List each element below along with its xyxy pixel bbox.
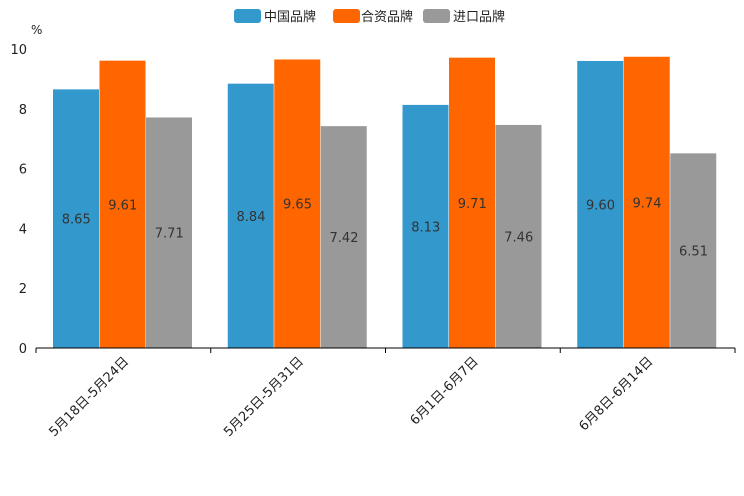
legend-label-3: 进口品牌 (453, 9, 505, 25)
bar-1-4 (577, 60, 624, 349)
legend-swatch-3 (423, 9, 450, 23)
data-label-1-4: 9.60 (586, 198, 615, 213)
x-tick-label-4: 6月8日-6月14日 (577, 354, 657, 434)
y-tick-label: 8 (19, 103, 27, 118)
legend-swatch-1 (234, 9, 261, 23)
y-tick-label: 6 (19, 163, 27, 178)
bar-2-1 (99, 60, 146, 348)
data-label-3-1: 7.71 (155, 227, 184, 242)
legend-swatch-2 (333, 9, 360, 23)
bar-1-2 (227, 83, 274, 349)
data-label-3-2: 7.42 (330, 231, 359, 246)
bar-3-3 (495, 124, 542, 348)
data-label-3-4: 6.51 (679, 245, 708, 260)
data-label-2-2: 9.65 (283, 198, 312, 213)
bar-2-2 (274, 59, 321, 349)
bar-3-2 (320, 126, 367, 348)
data-label-2-1: 9.61 (108, 198, 137, 213)
bar-3-4 (670, 153, 717, 348)
x-tick-label-1: 5月18日-5月24日 (46, 354, 132, 440)
y-tick-label: 2 (19, 282, 27, 297)
bar-2-3 (449, 57, 495, 349)
data-label-2-3: 9.71 (458, 197, 487, 212)
bar-1-1 (53, 89, 99, 349)
data-label-1-2: 8.84 (237, 210, 266, 225)
y-axis-unit-label: % (31, 23, 42, 37)
data-label-1-1: 8.65 (62, 213, 91, 228)
data-label-2-4: 9.74 (633, 196, 662, 211)
y-tick-label: 0 (19, 342, 27, 357)
bar-3-1 (146, 117, 192, 348)
y-tick-label: 10 (10, 43, 27, 58)
legend-label-2: 合资品牌 (361, 9, 413, 25)
x-tick-label-3: 6月1日-6月7日 (408, 354, 482, 428)
bar-1-3 (402, 104, 449, 348)
data-label-3-3: 7.46 (504, 230, 533, 245)
data-label-1-3: 8.13 (411, 220, 440, 235)
y-tick-label: 4 (19, 222, 27, 237)
legend-label-1: 中国品牌 (264, 9, 316, 25)
x-tick-label-2: 5月25日-5月31日 (221, 354, 307, 440)
bar-2-4 (623, 56, 670, 349)
